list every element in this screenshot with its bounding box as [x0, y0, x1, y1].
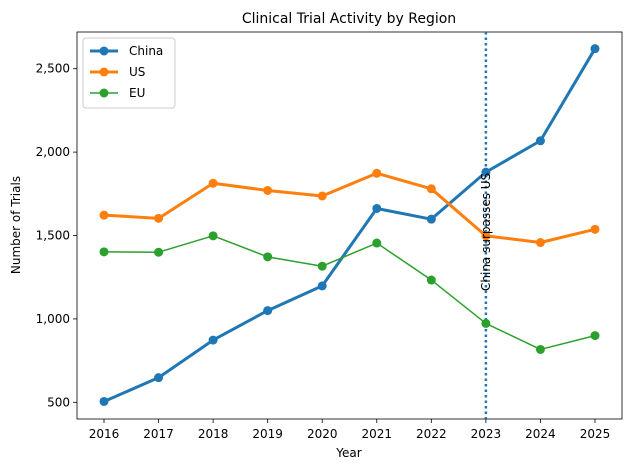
- data-point-eu: [317, 261, 327, 271]
- plot-frame: [76, 31, 623, 420]
- data-point-china: [535, 136, 545, 146]
- legend-label-us: US: [129, 65, 145, 79]
- x-tick-label: 2018: [198, 427, 229, 441]
- legend-marker-eu: [99, 88, 109, 98]
- x-tick-label: 2020: [307, 427, 338, 441]
- annotation-text: China surpasses US: [479, 173, 493, 291]
- legend-label-china: China: [129, 44, 163, 58]
- data-point-china: [208, 335, 218, 345]
- data-point-eu: [481, 318, 491, 328]
- y-tick-label: 500: [47, 395, 70, 409]
- data-point-us: [208, 178, 218, 188]
- x-tick-label: 2016: [89, 427, 120, 441]
- chart-title: Clinical Trial Activity by Region: [242, 11, 456, 27]
- data-point-china: [154, 373, 164, 383]
- data-point-eu: [426, 275, 436, 285]
- x-axis-label: Year: [335, 446, 361, 460]
- legend-marker-us: [99, 67, 109, 77]
- data-point-us: [317, 191, 327, 201]
- y-tick-label: 1,500: [36, 229, 70, 243]
- series-line-china: [103, 47, 597, 403]
- legend-label-eu: EU: [129, 86, 145, 100]
- data-point-china: [99, 396, 109, 406]
- data-point-us: [154, 213, 164, 223]
- legend-marker-china: [99, 46, 109, 56]
- x-tick-label: 2023: [471, 427, 502, 441]
- data-point-us: [535, 238, 545, 248]
- data-point-china: [263, 306, 273, 316]
- y-tick-label: 1,000: [36, 312, 70, 326]
- data-point-eu: [263, 252, 273, 262]
- data-point-us: [99, 210, 109, 220]
- data-point-china: [590, 44, 600, 54]
- x-tick-label: 2021: [362, 427, 393, 441]
- x-tick-label: 2019: [252, 427, 283, 441]
- data-point-eu: [99, 247, 109, 257]
- data-point-us: [590, 224, 600, 234]
- data-point-eu: [535, 344, 545, 354]
- x-tick-label: 2022: [416, 427, 447, 441]
- series-line-us: [103, 171, 596, 245]
- data-point-china: [426, 214, 436, 224]
- data-point-us: [426, 184, 436, 194]
- data-point-eu: [372, 238, 382, 248]
- y-tick-label: 2,500: [36, 62, 70, 76]
- data-point-china: [481, 167, 491, 177]
- data-point-china: [372, 203, 382, 213]
- y-axis-label: Number of Trials: [9, 176, 23, 274]
- data-point-eu: [208, 231, 218, 241]
- y-tick-label: 2,000: [36, 145, 70, 159]
- series-line-eu: [103, 235, 596, 351]
- data-point-us: [372, 168, 382, 178]
- data-point-us: [481, 231, 491, 241]
- plot-area: 2016 2017 2018 2019 2020 2021 2022 2023 2024 2025…: [36, 31, 623, 441]
- x-tick-label: 2025: [580, 427, 611, 441]
- x-tick-label: 2024: [525, 427, 556, 441]
- data-point-eu: [154, 247, 164, 257]
- data-point-china: [317, 281, 327, 291]
- data-point-us: [263, 185, 273, 195]
- x-tick-label: 2017: [143, 427, 174, 441]
- data-point-eu: [590, 331, 600, 341]
